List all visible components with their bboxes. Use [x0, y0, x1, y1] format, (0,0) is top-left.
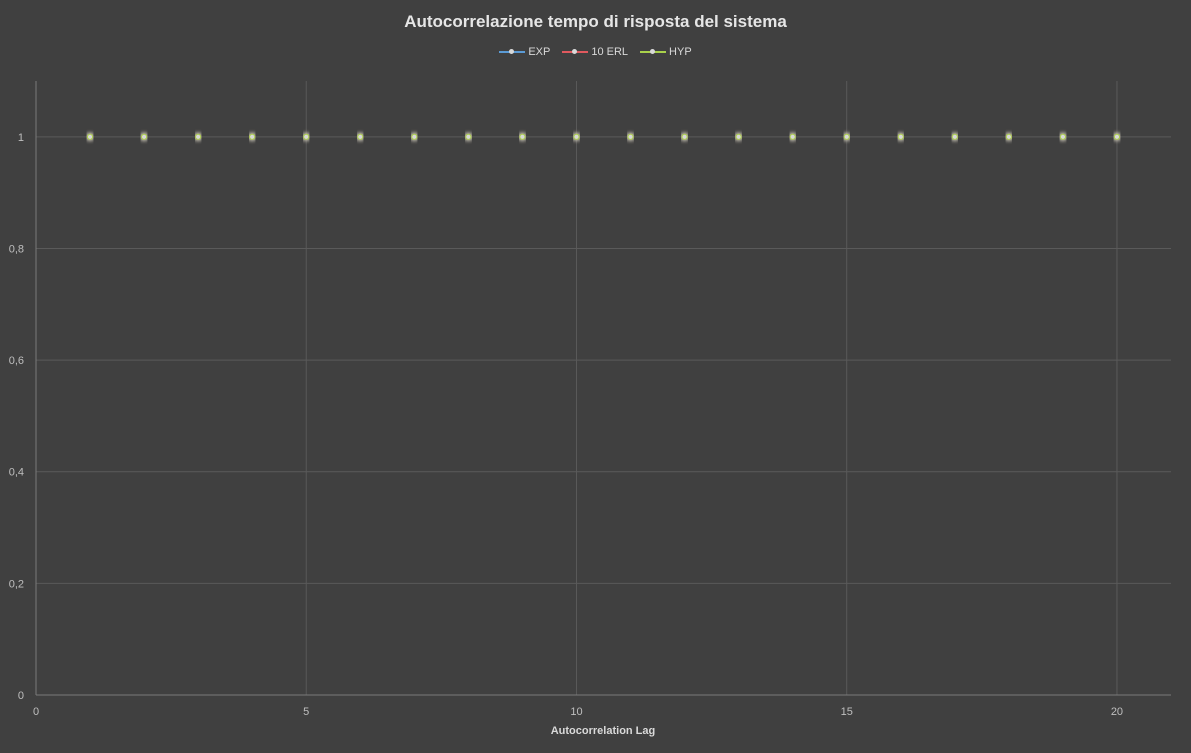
legend-item-hyp: HYP — [640, 46, 692, 58]
data-point-hyp — [843, 133, 850, 140]
data-point-hyp — [735, 133, 742, 140]
legend-marker-hyp — [650, 49, 656, 54]
data-point-hyp — [1005, 133, 1012, 140]
axes — [35, 81, 1171, 696]
data-point-hyp — [681, 133, 688, 140]
x-tick-label: 15 — [841, 706, 853, 718]
legend-marker-10-erl — [572, 49, 578, 54]
data-point-hyp — [1113, 133, 1121, 140]
data-point-hyp — [897, 133, 904, 140]
legend-swatch-10-erl — [562, 47, 589, 57]
data-point-hyp — [951, 133, 958, 140]
legend-marker-exp — [509, 49, 515, 54]
data-point-hyp — [249, 133, 256, 140]
x-tick-label: 0 — [33, 706, 39, 718]
y-tick-label: 0 — [18, 690, 24, 702]
data-point-hyp — [465, 133, 472, 140]
legend-swatch-exp — [499, 47, 526, 57]
y-tick-label: 0,2 — [9, 578, 24, 590]
legend: EXP 10 ERL HYP — [0, 46, 1191, 58]
legend-label-exp: EXP — [528, 46, 551, 58]
data-point-hyp — [573, 133, 580, 140]
chart-title: Autocorrelazione tempo di risposta del s… — [404, 12, 787, 31]
data-point-hyp — [519, 133, 526, 140]
legend-item-exp: EXP — [499, 46, 550, 58]
tick-labels: 00,20,40,60,810 5 10 15 20 — [9, 132, 1123, 718]
data-point-hyp — [411, 133, 418, 140]
x-tick-label: 20 — [1111, 706, 1123, 718]
y-tick-label: 0,4 — [9, 467, 24, 479]
legend-label-hyp: HYP — [669, 46, 692, 58]
y-tick-label: 1 — [18, 132, 24, 144]
series-group — [86, 133, 1121, 140]
data-point-hyp — [303, 133, 310, 140]
gridlines — [36, 81, 1171, 695]
y-tick-label: 0,8 — [9, 243, 24, 255]
y-tick-label: 0,6 — [9, 355, 24, 367]
data-point-hyp — [140, 133, 148, 140]
x-axis-title: Autocorrelation Lag — [551, 725, 656, 737]
data-point-hyp — [195, 133, 202, 140]
data-point-hyp — [1059, 133, 1067, 140]
data-point-hyp — [627, 133, 634, 140]
data-point-hyp — [86, 133, 94, 140]
legend-label-10-erl: 10 ERL — [591, 46, 629, 58]
x-tick-label: 5 — [303, 706, 309, 718]
x-tick-label: 10 — [570, 706, 582, 718]
legend-item-10-erl: 10 ERL — [562, 46, 628, 58]
data-point-hyp — [789, 133, 796, 140]
legend-swatch-hyp — [640, 47, 667, 57]
data-point-hyp — [357, 133, 364, 140]
